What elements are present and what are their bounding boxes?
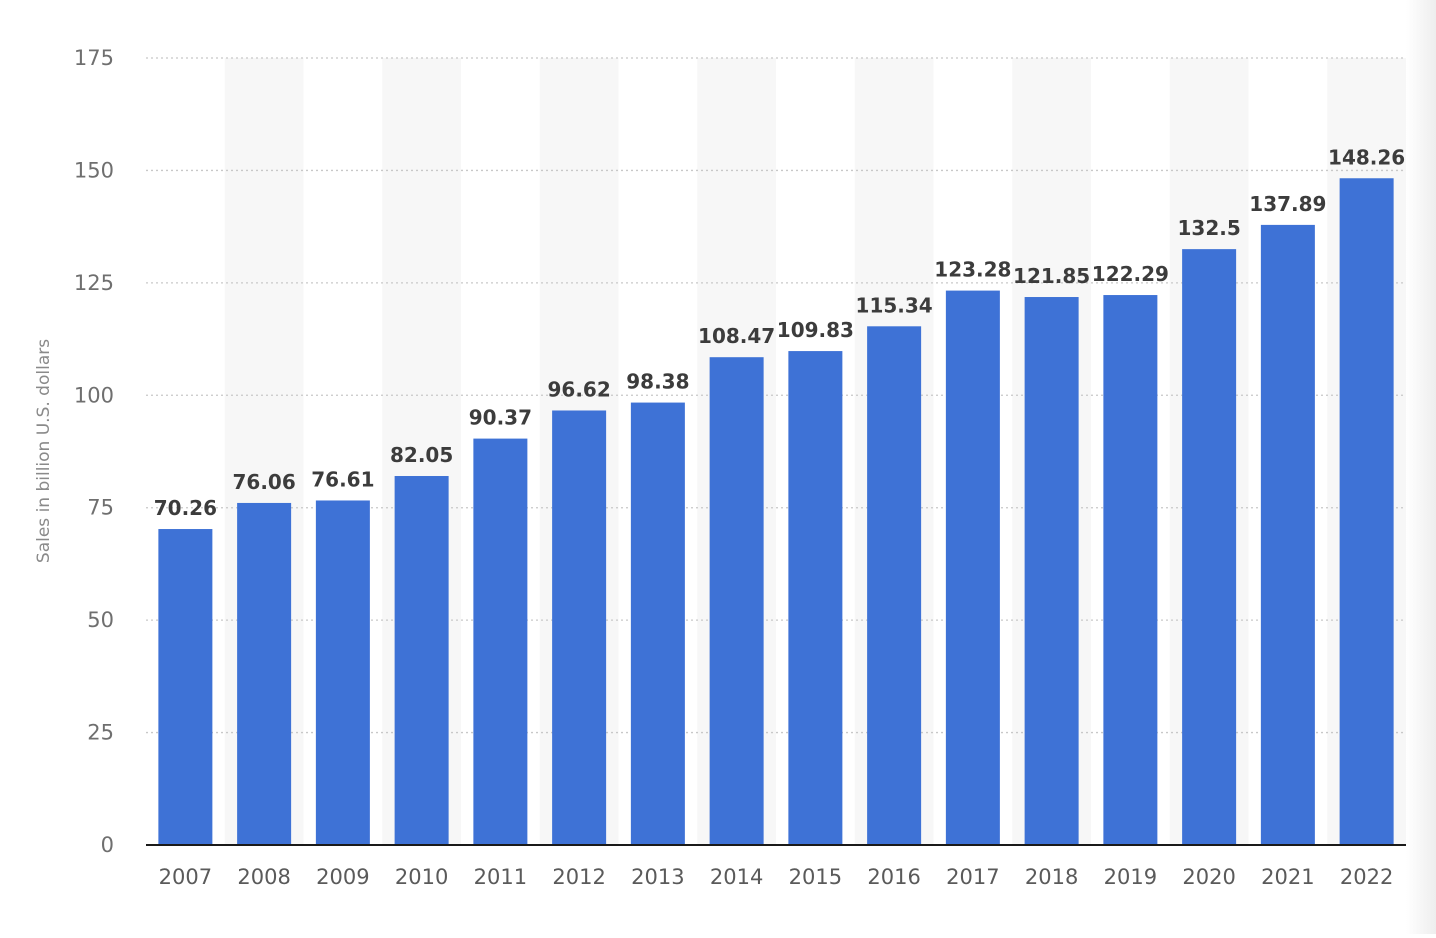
y-axis-label: Sales in billion U.S. dollars — [34, 339, 54, 563]
x-tick-label: 2019 — [1104, 865, 1157, 889]
value-label: 96.62 — [547, 377, 610, 401]
value-label: 98.38 — [626, 370, 689, 394]
x-tick-label: 2018 — [1025, 865, 1078, 889]
x-tick-label: 2022 — [1340, 865, 1393, 889]
y-tick-label: 0 — [101, 833, 114, 857]
bar-2015[interactable] — [788, 351, 843, 845]
bar-2022[interactable] — [1339, 178, 1394, 845]
value-label: 115.34 — [856, 293, 933, 317]
bar-2012[interactable] — [552, 410, 607, 845]
bars — [158, 178, 1394, 846]
value-label: 132.5 — [1177, 216, 1240, 240]
y-tick-label: 25 — [87, 721, 114, 745]
x-tick-label: 2013 — [631, 865, 684, 889]
x-tick-label: 2021 — [1261, 865, 1314, 889]
bar-2013[interactable] — [630, 402, 685, 845]
y-axis-ticks: 0 25 50 75 100 125 150 175 — [74, 46, 114, 857]
x-tick-label: 2012 — [552, 865, 605, 889]
bar-2018[interactable] — [1024, 297, 1079, 845]
x-axis-ticks: 2007 2008 2009 2010 2011 2012 2013 2014 2015 2016… — [159, 865, 1394, 889]
bar-2008[interactable] — [237, 502, 292, 845]
value-label: 76.06 — [232, 470, 295, 494]
x-tick-label: 2010 — [395, 865, 448, 889]
bar-2019[interactable] — [1103, 295, 1158, 845]
bar-2021[interactable] — [1260, 224, 1315, 845]
x-tick-label: 2016 — [867, 865, 920, 889]
value-label: 121.85 — [1013, 264, 1090, 288]
value-label: 90.37 — [469, 406, 532, 430]
value-label: 148.26 — [1328, 145, 1405, 169]
y-tick-label: 50 — [87, 608, 114, 632]
y-tick-label: 175 — [74, 46, 114, 70]
y-tick-label: 150 — [74, 158, 114, 182]
value-label: 122.29 — [1092, 262, 1169, 286]
value-label: 70.26 — [154, 496, 217, 520]
x-tick-label: 2015 — [789, 865, 842, 889]
y-tick-label: 125 — [74, 271, 114, 295]
value-label: 137.89 — [1249, 192, 1326, 216]
x-tick-label: 2008 — [237, 865, 290, 889]
scroll-shadow — [1406, 0, 1436, 934]
value-label: 76.61 — [311, 467, 374, 491]
bar-2009[interactable] — [315, 500, 370, 845]
bar-2011[interactable] — [473, 438, 528, 845]
y-tick-label: 100 — [74, 383, 114, 407]
x-tick-label: 2007 — [159, 865, 212, 889]
y-tick-label: 75 — [87, 496, 114, 520]
bar-2017[interactable] — [945, 290, 1000, 845]
x-tick-label: 2017 — [946, 865, 999, 889]
value-label: 82.05 — [390, 443, 453, 467]
value-label: 108.47 — [698, 324, 775, 348]
x-tick-label: 2014 — [710, 865, 763, 889]
value-labels: 70.26 76.06 76.61 82.05 90.37 96.62 98.38 108.4… — [154, 145, 1405, 520]
bar-2014[interactable] — [709, 357, 764, 845]
x-tick-label: 2020 — [1182, 865, 1235, 889]
bar-2016[interactable] — [867, 326, 922, 845]
value-label: 123.28 — [934, 258, 1011, 282]
bar-2010[interactable] — [394, 476, 449, 845]
bar-2007[interactable] — [158, 529, 213, 845]
bar-2020[interactable] — [1182, 249, 1237, 846]
value-label: 109.83 — [777, 318, 854, 342]
x-tick-label: 2011 — [474, 865, 527, 889]
x-tick-label: 2009 — [316, 865, 369, 889]
